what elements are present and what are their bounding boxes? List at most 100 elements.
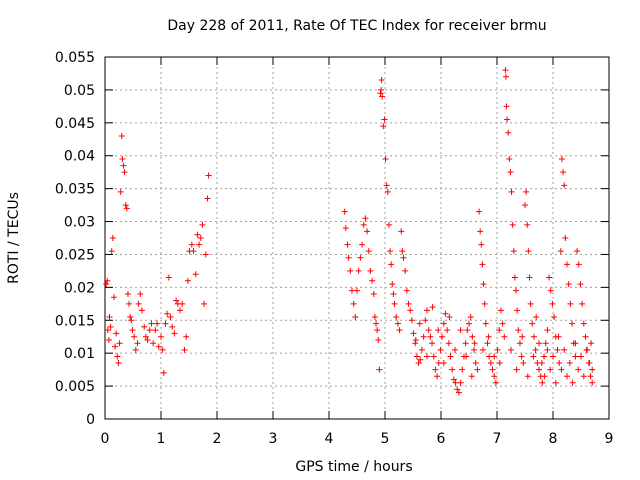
data-point	[530, 333, 537, 340]
data-point	[435, 360, 442, 367]
data-point	[197, 235, 204, 241]
y-tick-label: 0	[86, 412, 95, 428]
y-tick-label: 0.05	[64, 83, 95, 99]
data-point	[104, 327, 111, 334]
x-tick-label: 0	[101, 431, 110, 447]
data-point	[410, 330, 417, 337]
data-point	[502, 67, 509, 74]
data-point	[388, 261, 395, 268]
data-point	[489, 366, 496, 373]
data-point	[486, 353, 493, 360]
data-point	[362, 215, 369, 222]
data-point	[450, 376, 457, 383]
data-point	[550, 353, 556, 360]
data-point	[565, 281, 572, 288]
data-point	[555, 333, 562, 340]
data-point	[123, 205, 130, 212]
data-point	[385, 221, 392, 228]
data-point	[381, 116, 388, 123]
x-tick-label: 8	[549, 431, 558, 447]
data-point	[496, 327, 503, 334]
data-point	[205, 172, 212, 179]
x-tick-label: 6	[437, 431, 446, 447]
data-point	[469, 333, 476, 340]
y-tick-label: 0.03	[64, 215, 95, 231]
data-point	[589, 366, 596, 373]
data-point	[430, 353, 437, 360]
data-point	[434, 373, 441, 380]
data-point	[152, 327, 159, 334]
x-axis-label: GPS time / hours	[295, 459, 412, 475]
data-point	[103, 281, 110, 288]
data-point	[106, 313, 113, 320]
data-point	[499, 320, 506, 327]
data-point	[529, 320, 536, 327]
data-point	[132, 346, 139, 353]
data-point	[155, 343, 162, 350]
data-point	[464, 327, 471, 334]
data-point	[390, 290, 397, 297]
data-point	[468, 373, 475, 380]
data-point	[510, 248, 517, 255]
data-point	[544, 327, 551, 334]
data-point	[104, 277, 111, 284]
data-point	[402, 267, 409, 274]
data-point	[566, 360, 573, 367]
data-point	[577, 281, 584, 288]
data-point	[110, 294, 117, 301]
data-point	[452, 379, 459, 386]
data-point	[514, 307, 521, 314]
data-point	[424, 353, 430, 360]
axis-ticks: 0 0.005 0.01 0.015 0.02 0.025 0.03 0.035 0.04 0.0…	[55, 50, 614, 447]
data-point	[158, 333, 164, 340]
data-point	[371, 313, 378, 320]
data-point	[578, 353, 584, 360]
data-point	[538, 360, 545, 367]
data-point	[509, 221, 516, 228]
data-point	[378, 86, 385, 93]
data-point	[502, 73, 509, 80]
data-point	[370, 290, 377, 297]
data-point	[190, 248, 197, 255]
data-point	[167, 313, 174, 320]
data-point	[556, 360, 563, 367]
data-point	[377, 90, 384, 97]
data-point	[583, 346, 590, 353]
x-tick-label: 5	[381, 431, 390, 447]
data-point	[391, 300, 398, 307]
data-point	[379, 93, 386, 100]
data-point	[442, 310, 449, 317]
data-point	[463, 353, 470, 360]
data-point	[169, 323, 176, 330]
data-point	[109, 235, 116, 241]
data-point	[561, 346, 568, 353]
data-point	[108, 248, 115, 255]
data-point	[352, 313, 359, 320]
data-point	[131, 333, 138, 340]
data-point	[557, 248, 564, 255]
data-point	[154, 320, 161, 327]
data-point	[144, 337, 151, 344]
data-point	[165, 274, 172, 281]
data-point	[427, 333, 434, 340]
data-point	[479, 261, 486, 268]
data-point	[138, 307, 145, 314]
data-point	[146, 327, 153, 334]
data-point	[575, 261, 582, 268]
data-point	[449, 366, 456, 373]
data-point	[519, 333, 526, 340]
y-tick-label: 0.045	[55, 116, 95, 132]
data-point	[516, 340, 523, 347]
data-point	[164, 310, 171, 317]
data-point	[184, 277, 191, 284]
y-tick-label: 0.02	[64, 280, 95, 296]
data-point	[477, 228, 484, 235]
x-tick-label: 9	[605, 431, 614, 447]
data-point	[444, 327, 451, 334]
data-point	[522, 202, 528, 209]
data-point	[432, 366, 439, 373]
data-point	[552, 379, 559, 386]
data-point	[350, 300, 357, 307]
data-point	[142, 333, 149, 340]
data-point	[412, 337, 419, 344]
